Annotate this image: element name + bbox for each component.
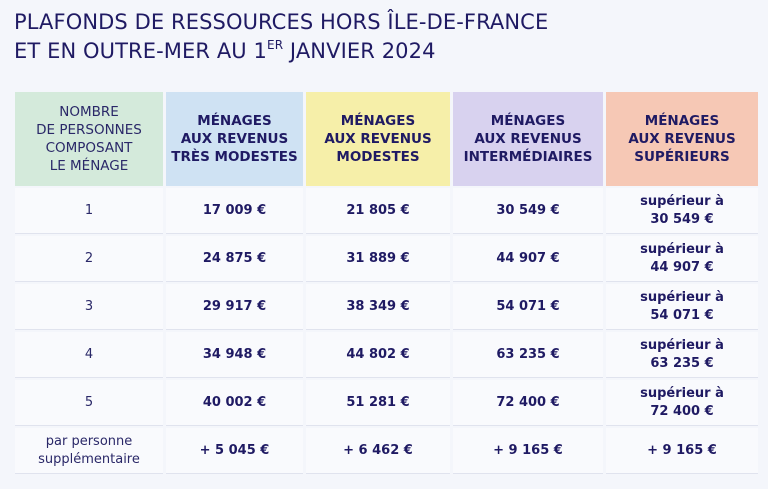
cell-persons: 3 (15, 284, 163, 330)
cell-intermediaires: 72 400 € (453, 380, 603, 426)
header-superieurs-line-2: AUX REVENUS (628, 131, 736, 147)
cell-superieurs: + 9 165 € (606, 428, 758, 474)
superior-label: supérieur à (640, 385, 724, 401)
header-tres-modestes: MÉNAGES AUX REVENUS TRÈS MODESTES (166, 92, 303, 186)
title-superscript: ER (267, 38, 284, 52)
cell-intermediaires: 63 235 € (453, 332, 603, 378)
header-intermediaires-line-3: INTERMÉDIAIRES (463, 149, 593, 165)
title-line-1: PLAFONDS DE RESSOURCES HORS ÎLE-DE-FRANC… (14, 10, 549, 34)
cell-modestes: 38 349 € (306, 284, 450, 330)
cell-superieurs: supérieur à 72 400 € (606, 380, 758, 426)
cell-intermediaires: 30 549 € (453, 188, 603, 234)
header-modestes-line-3: MODESTES (336, 149, 420, 165)
superior-label: supérieur à (640, 289, 724, 305)
cell-modestes: + 6 462 € (306, 428, 450, 474)
cell-modestes: 31 889 € (306, 236, 450, 282)
header-persons-line-3: COMPOSANT (45, 140, 133, 156)
superior-label: supérieur à (640, 337, 724, 353)
superior-value: 72 400 € (650, 403, 714, 419)
title-line-2-start: ET EN OUTRE-MER AU 1 (14, 39, 268, 63)
cell-tres-modestes: 29 917 € (166, 284, 303, 330)
page-title: PLAFONDS DE RESSOURCES HORS ÎLE-DE-FRANC… (14, 8, 548, 66)
header-superieurs-line-1: MÉNAGES (644, 113, 720, 129)
header-tres-modestes-line-3: TRÈS MODESTES (171, 149, 298, 165)
cell-tres-modestes: 40 002 € (166, 380, 303, 426)
extra-label-line-2: supplémentaire (38, 451, 140, 467)
header-modestes: MÉNAGES AUX REVENUS MODESTES (306, 92, 450, 186)
cell-superieurs: supérieur à 63 235 € (606, 332, 758, 378)
cell-intermediaires: 44 907 € (453, 236, 603, 282)
table-row: 5 40 002 € 51 281 € 72 400 € supérieur à… (15, 380, 758, 426)
header-intermediaires: MÉNAGES AUX REVENUS INTERMÉDIAIRES (453, 92, 603, 186)
table-row: 3 29 917 € 38 349 € 54 071 € supérieur à… (15, 284, 758, 330)
cell-tres-modestes: + 5 045 € (166, 428, 303, 474)
header-superieurs-line-3: SUPÉRIEURS (634, 149, 730, 165)
cell-tres-modestes: 17 009 € (166, 188, 303, 234)
cell-tres-modestes: 34 948 € (166, 332, 303, 378)
cell-superieurs: supérieur à 30 549 € (606, 188, 758, 234)
cell-intermediaires: 54 071 € (453, 284, 603, 330)
header-row: NOMBRE DE PERSONNES COMPOSANT LE MÉNAGE … (15, 92, 758, 186)
cell-tres-modestes: 24 875 € (166, 236, 303, 282)
cell-intermediaires: + 9 165 € (453, 428, 603, 474)
header-intermediaires-line-1: MÉNAGES (490, 113, 566, 129)
header-persons: NOMBRE DE PERSONNES COMPOSANT LE MÉNAGE (15, 92, 163, 186)
superior-value: 54 071 € (650, 307, 714, 323)
header-modestes-line-1: MÉNAGES (340, 113, 416, 129)
header-persons-line-2: DE PERSONNES (36, 122, 142, 138)
cell-persons: 2 (15, 236, 163, 282)
header-persons-line-1: NOMBRE (59, 104, 119, 120)
table-row: 1 17 009 € 21 805 € 30 549 € supérieur à… (15, 188, 758, 234)
header-modestes-line-2: AUX REVENUS (324, 131, 432, 147)
superior-value: 63 235 € (650, 355, 714, 371)
superior-label: supérieur à (640, 241, 724, 257)
table-row: 4 34 948 € 44 802 € 63 235 € supérieur à… (15, 332, 758, 378)
cell-persons: 1 (15, 188, 163, 234)
cell-persons: 4 (15, 332, 163, 378)
superior-value: 30 549 € (650, 211, 714, 227)
extra-label-line-1: par personne (45, 433, 133, 449)
table-row: 2 24 875 € 31 889 € 44 907 € supérieur à… (15, 236, 758, 282)
header-tres-modestes-line-1: MÉNAGES (197, 113, 272, 129)
income-ceiling-table: NOMBRE DE PERSONNES COMPOSANT LE MÉNAGE … (12, 90, 761, 476)
superior-value: 44 907 € (650, 259, 714, 275)
cell-persons-extra: par personne supplémentaire (15, 428, 163, 474)
cell-modestes: 51 281 € (306, 380, 450, 426)
header-superieurs: MÉNAGES AUX REVENUS SUPÉRIEURS (606, 92, 758, 186)
header-persons-line-4: LE MÉNAGE (49, 158, 129, 174)
title-line-2-end: JANVIER 2024 (283, 39, 436, 63)
header-intermediaires-line-2: AUX REVENUS (474, 131, 582, 147)
header-tres-modestes-line-2: AUX REVENUS (180, 131, 289, 147)
cell-superieurs: supérieur à 44 907 € (606, 236, 758, 282)
cell-modestes: 21 805 € (306, 188, 450, 234)
cell-persons: 5 (15, 380, 163, 426)
cell-superieurs: supérieur à 54 071 € (606, 284, 758, 330)
cell-modestes: 44 802 € (306, 332, 450, 378)
superior-label: supérieur à (640, 193, 724, 209)
table-row-extra-person: par personne supplémentaire + 5 045 € + … (15, 428, 758, 474)
